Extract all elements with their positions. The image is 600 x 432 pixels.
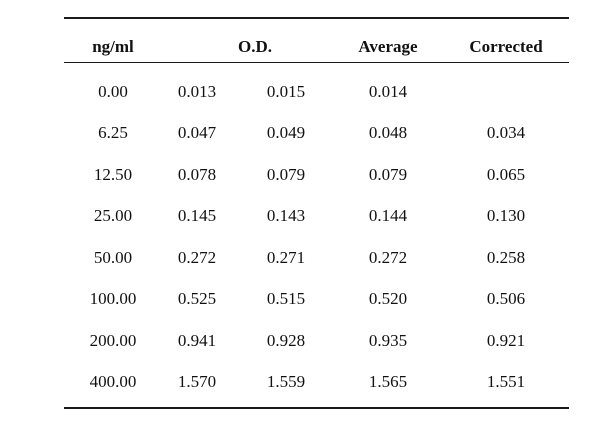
- header-rule: [64, 62, 569, 63]
- cell-corrected: 0.065: [486, 164, 526, 184]
- cell-average: 0.079: [368, 164, 408, 184]
- table-header: ng/ml O.D. Average Corrected: [64, 19, 569, 62]
- cell-od-1: 0.047: [177, 123, 217, 143]
- cell-average: 0.048: [368, 123, 408, 143]
- cell-corrected: 0.506: [486, 289, 526, 309]
- cell-od-1: 0.145: [177, 206, 217, 226]
- header-average: Average: [358, 37, 418, 56]
- cell-concentration: 0.00: [98, 81, 128, 101]
- cell-corrected: 0.258: [486, 247, 526, 267]
- cell-average: 1.565: [368, 372, 408, 392]
- cell-corrected: 0.034: [486, 123, 526, 143]
- table-row: 25.00 0.145 0.143 0.144 0.130: [64, 196, 569, 238]
- cell-od-1: 1.570: [177, 372, 217, 392]
- top-rule: [64, 17, 569, 19]
- cell-average: 0.520: [368, 289, 408, 309]
- cell-od-1: 0.013: [177, 81, 217, 101]
- cell-average: 0.935: [368, 330, 408, 350]
- cell-od-2: 0.143: [266, 206, 306, 226]
- data-table: ng/ml O.D. Average Corrected 0.00 0.013 …: [64, 17, 569, 409]
- table-row: 200.00 0.941 0.928 0.935 0.921: [64, 320, 569, 362]
- cell-od-2: 0.271: [266, 247, 306, 267]
- cell-average: 0.014: [368, 81, 408, 101]
- cell-concentration: 6.25: [98, 123, 128, 143]
- cell-od-2: 0.515: [266, 289, 306, 309]
- table-row: 12.50 0.078 0.079 0.079 0.065: [64, 154, 569, 196]
- cell-od-1: 0.525: [177, 289, 217, 309]
- cell-od-1: 0.078: [177, 164, 217, 184]
- cell-corrected: 0.130: [486, 206, 526, 226]
- cell-concentration: 12.50: [93, 164, 133, 184]
- cell-average: 0.272: [368, 247, 408, 267]
- cell-concentration: 25.00: [93, 206, 133, 226]
- cell-concentration: 100.00: [89, 289, 137, 309]
- table-row: 400.00 1.570 1.559 1.565 1.551: [64, 362, 569, 404]
- table-row: 50.00 0.272 0.271 0.272 0.258: [64, 237, 569, 279]
- header-corrected: Corrected: [469, 37, 543, 56]
- cell-concentration: 50.00: [93, 247, 133, 267]
- cell-corrected: 0.921: [486, 330, 526, 350]
- cell-od-1: 0.272: [177, 247, 217, 267]
- cell-concentration: 400.00: [89, 372, 137, 392]
- cell-od-2: 0.928: [266, 330, 306, 350]
- cell-corrected: 1.551: [486, 372, 526, 392]
- bottom-rule: [64, 407, 569, 409]
- cell-od-2: 1.559: [266, 372, 306, 392]
- cell-average: 0.144: [368, 206, 408, 226]
- header-concentration: ng/ml: [92, 37, 134, 56]
- cell-od-2: 0.049: [266, 123, 306, 143]
- table-row: 100.00 0.525 0.515 0.520 0.506: [64, 279, 569, 321]
- table-row: 0.00 0.013 0.015 0.014: [64, 71, 569, 113]
- cell-od-2: 0.015: [266, 81, 306, 101]
- header-od: O.D.: [238, 37, 272, 56]
- table-row: 6.25 0.047 0.049 0.048 0.034: [64, 113, 569, 155]
- table-body: 0.00 0.013 0.015 0.014 6.25 0.047 0.049 …: [64, 71, 569, 403]
- cell-concentration: 200.00: [89, 330, 137, 350]
- cell-od-2: 0.079: [266, 164, 306, 184]
- cell-od-1: 0.941: [177, 330, 217, 350]
